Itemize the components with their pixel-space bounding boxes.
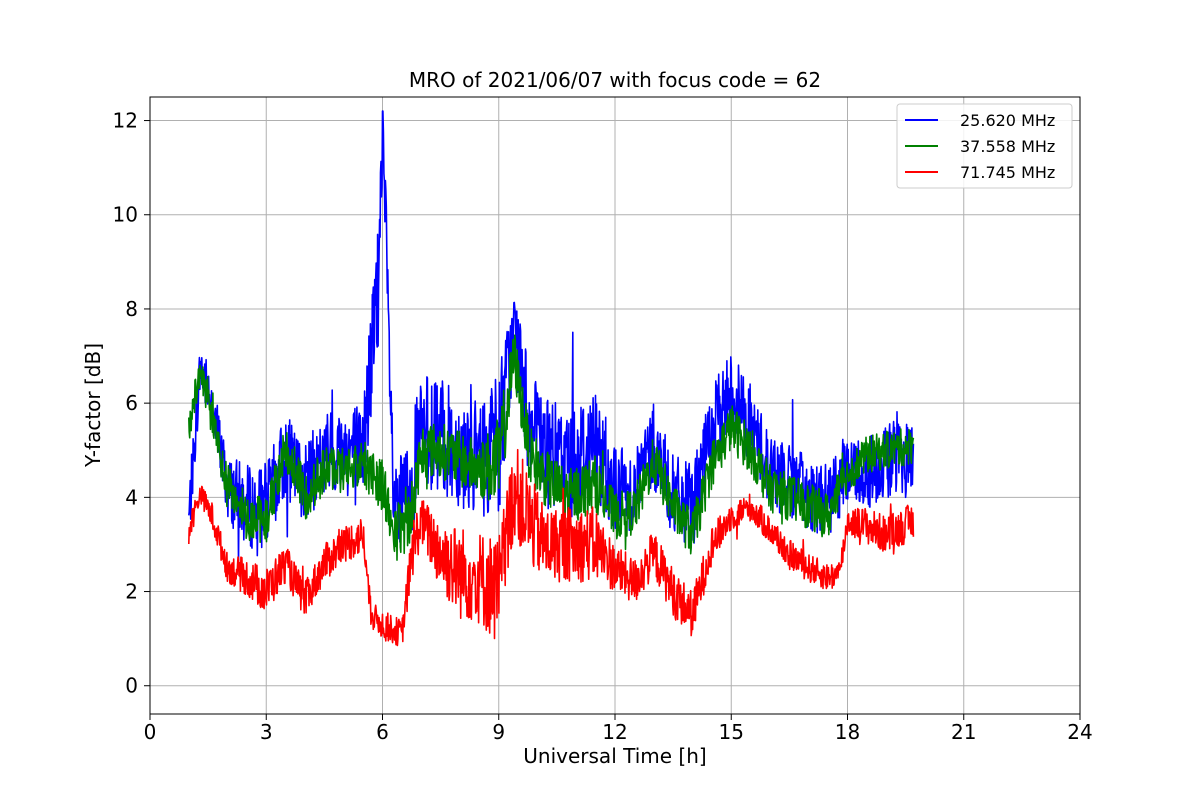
y-tick-label: 2 [125,580,138,604]
y-tick-label: 0 [125,674,138,698]
x-tick-label: 24 [1067,720,1092,744]
y-tick-label: 12 [113,109,138,133]
legend: 25.620 MHz 37.558 MHz 71.745 MHz [896,103,1073,189]
y-tick-label: 10 [113,203,138,227]
y-tick-label: 4 [125,485,138,509]
y-axis-ticks: 0 2 4 6 8 10 12 [113,109,150,698]
legend-entry-label: 37.558 MHz [960,137,1055,156]
y-tick-label: 8 [125,297,138,321]
x-tick-label: 21 [951,720,976,744]
x-tick-label: 6 [376,720,389,744]
y-tick-label: 6 [125,391,138,415]
legend-box [896,103,1073,189]
series-line [188,448,915,647]
series-line [188,110,915,566]
x-tick-label: 9 [492,720,505,744]
series-line [188,334,915,561]
legend-entry-label: 71.745 MHz [960,163,1055,182]
x-tick-label: 3 [260,720,273,744]
x-tick-label: 18 [835,720,860,744]
plot-series-area [188,110,915,647]
x-axis-label: Universal Time [h] [523,744,706,768]
x-tick-label: 0 [144,720,157,744]
x-axis-ticks: 0 3 6 9 12 15 18 21 24 [144,714,1093,744]
legend-entry-label: 25.620 MHz [960,111,1055,130]
chart-title: MRO of 2021/06/07 with focus code = 62 [409,68,821,92]
x-tick-label: 15 [719,720,744,744]
y-axis-label: Y-factor [dB] [81,343,105,468]
x-tick-label: 12 [602,720,627,744]
